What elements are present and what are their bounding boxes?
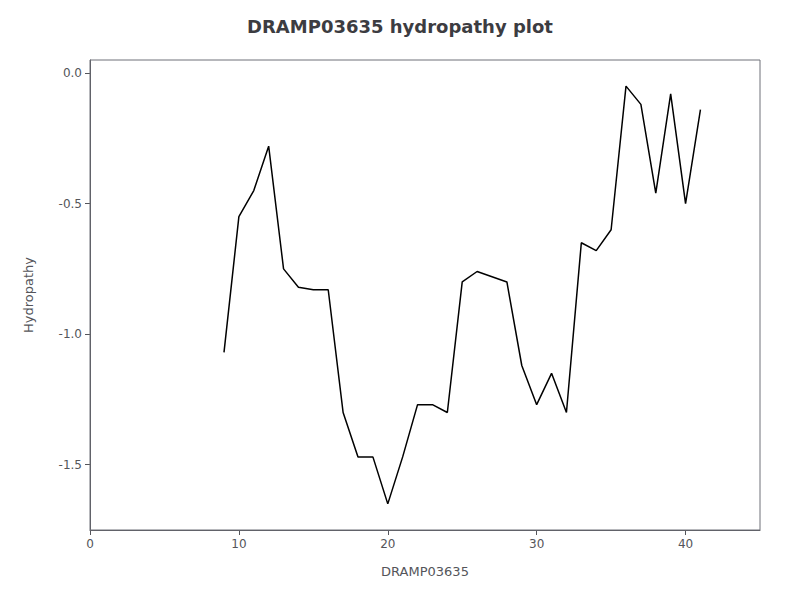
svg-text:0.0: 0.0 xyxy=(63,66,82,80)
svg-text:20: 20 xyxy=(380,537,395,551)
svg-text:DRAMP03635 hydropathy plot: DRAMP03635 hydropathy plot xyxy=(247,16,553,37)
svg-text:10: 10 xyxy=(231,537,246,551)
svg-text:-0.5: -0.5 xyxy=(59,197,82,211)
svg-text:0: 0 xyxy=(86,537,94,551)
svg-text:40: 40 xyxy=(678,537,693,551)
svg-text:-1.0: -1.0 xyxy=(59,327,82,341)
svg-text:Hydropathy: Hydropathy xyxy=(21,257,36,333)
svg-text:-1.5: -1.5 xyxy=(59,458,82,472)
svg-text:30: 30 xyxy=(529,537,544,551)
svg-text:DRAMP03635: DRAMP03635 xyxy=(381,564,469,579)
